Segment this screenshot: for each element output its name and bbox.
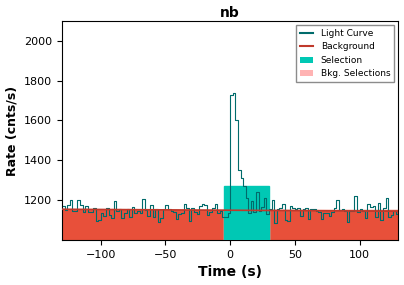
X-axis label: Time (s): Time (s) bbox=[198, 265, 262, 280]
Legend: Light Curve, Background, Selection, Bkg. Selections: Light Curve, Background, Selection, Bkg.… bbox=[296, 25, 394, 82]
Bar bbox=[224, 186, 269, 240]
Y-axis label: Rate (cnts/s): Rate (cnts/s) bbox=[6, 86, 19, 176]
Bar bbox=[224, 210, 269, 240]
Title: nb: nb bbox=[220, 5, 240, 20]
Bar bbox=[62, 210, 398, 240]
